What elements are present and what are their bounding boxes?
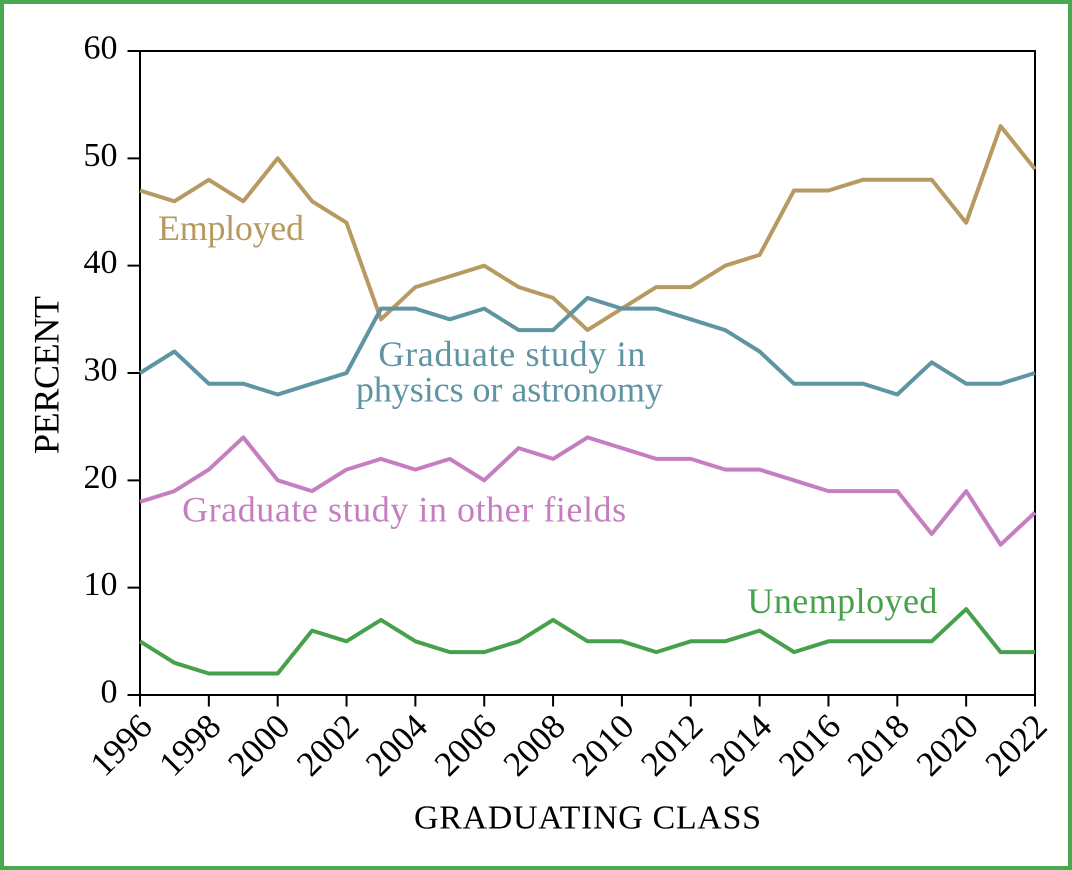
svg-text:30: 30 (84, 352, 118, 389)
svg-text:Employed: Employed (158, 208, 304, 248)
svg-text:Unemployed: Unemployed (747, 581, 937, 621)
svg-text:50: 50 (84, 137, 118, 174)
svg-text:Graduate study in: Graduate study in (378, 334, 645, 374)
svg-text:40: 40 (84, 244, 118, 281)
svg-text:physics or astronomy: physics or astronomy (356, 370, 663, 410)
svg-text:0: 0 (101, 674, 118, 711)
svg-text:60: 60 (84, 30, 118, 67)
svg-text:GRADUATING CLASS: GRADUATING CLASS (414, 800, 761, 837)
svg-text:10: 10 (84, 566, 118, 603)
svg-text:Graduate study in other fields: Graduate study in other fields (182, 490, 626, 530)
svg-text:20: 20 (84, 459, 118, 496)
svg-text:PERCENT: PERCENT (26, 296, 66, 454)
